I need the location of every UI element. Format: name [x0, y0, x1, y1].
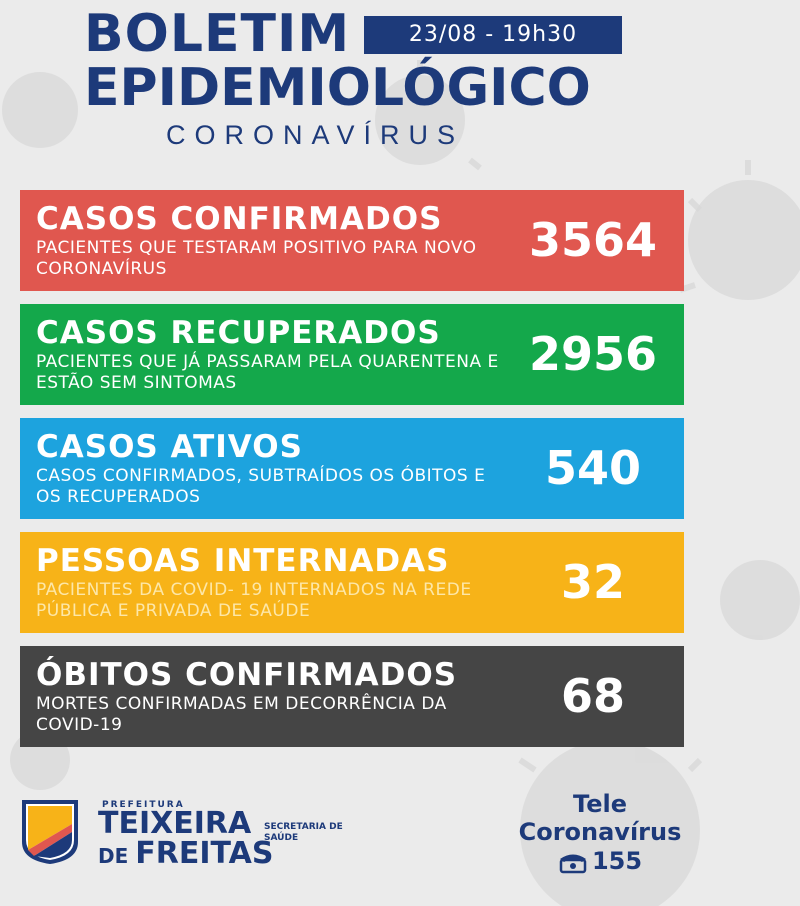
page-subtitle: CORONAVÍRUS [166, 120, 465, 150]
tele-label-2: Coronavírus [518, 818, 682, 846]
card-value: 68 [560, 669, 625, 723]
header: BOLETIM 23/08 - 19h30 EPIDEMIOLÓGICO COR… [0, 0, 800, 180]
card-confirmed: CASOS CONFIRMADOS PACIENTES QUE TESTARAM… [20, 190, 684, 291]
card-description: PACIENTES QUE JÁ PASSARAM PELA QUARENTEN… [36, 352, 499, 393]
logo-freitas-line: DE FREITAS [98, 838, 273, 872]
card-value: 2956 [528, 327, 658, 381]
logo-de-text: DE [98, 844, 136, 868]
card-title: CASOS RECUPERADOS [36, 315, 441, 351]
prefeitura-logo: PREFEITURA TEIXEIRA DE FREITAS SECRETARI… [20, 796, 380, 871]
date-badge: 23/08 - 19h30 [364, 16, 622, 54]
tele-number-row: 155 [510, 846, 690, 876]
card-value: 3564 [528, 213, 658, 267]
card-hospitalized: PESSOAS INTERNADAS PACIENTES DA COVID- 1… [20, 532, 684, 633]
tele-label: Tele [573, 790, 627, 818]
logo-secretaria-text: SECRETARIA DE SAÚDE [264, 822, 343, 843]
card-title: PESSOAS INTERNADAS [36, 543, 450, 579]
logo-prefeitura-text: PREFEITURA [102, 800, 185, 810]
tele-number: 155 [591, 847, 643, 875]
card-value: 32 [560, 555, 625, 609]
page-title-line2: EPIDEMIOLÓGICO [84, 58, 591, 118]
card-title: ÓBITOS CONFIRMADOS [36, 657, 458, 693]
card-description: CASOS CONFIRMADOS, SUBTRAÍDOS OS ÓBITOS … [36, 466, 486, 507]
logo-freitas-text: FREITAS [135, 836, 274, 871]
card-description: MORTES CONFIRMADAS EM DECORRÊNCIA DA COV… [36, 694, 447, 735]
card-active: CASOS ATIVOS CASOS CONFIRMADOS, SUBTRAÍD… [20, 418, 684, 519]
card-title: CASOS ATIVOS [36, 429, 303, 465]
card-description: PACIENTES QUE TESTARAM POSITIVO PARA NOV… [36, 238, 477, 279]
logo-teixeira-text: TEIXEIRA [98, 806, 252, 841]
card-value: 540 [544, 441, 642, 495]
shield-icon [22, 800, 78, 864]
card-description: PACIENTES DA COVID- 19 INTERNADOS NA RED… [36, 580, 472, 621]
card-recovered: CASOS RECUPERADOS PACIENTES QUE JÁ PASSA… [20, 304, 684, 405]
phone-icon [559, 854, 587, 874]
tele-coronavirus: Tele Coronavírus 155 [510, 790, 690, 876]
card-title: CASOS CONFIRMADOS [36, 201, 443, 237]
card-deaths: ÓBITOS CONFIRMADOS MORTES CONFIRMADAS EM… [20, 646, 684, 747]
page-title-line1: BOLETIM [84, 4, 351, 64]
